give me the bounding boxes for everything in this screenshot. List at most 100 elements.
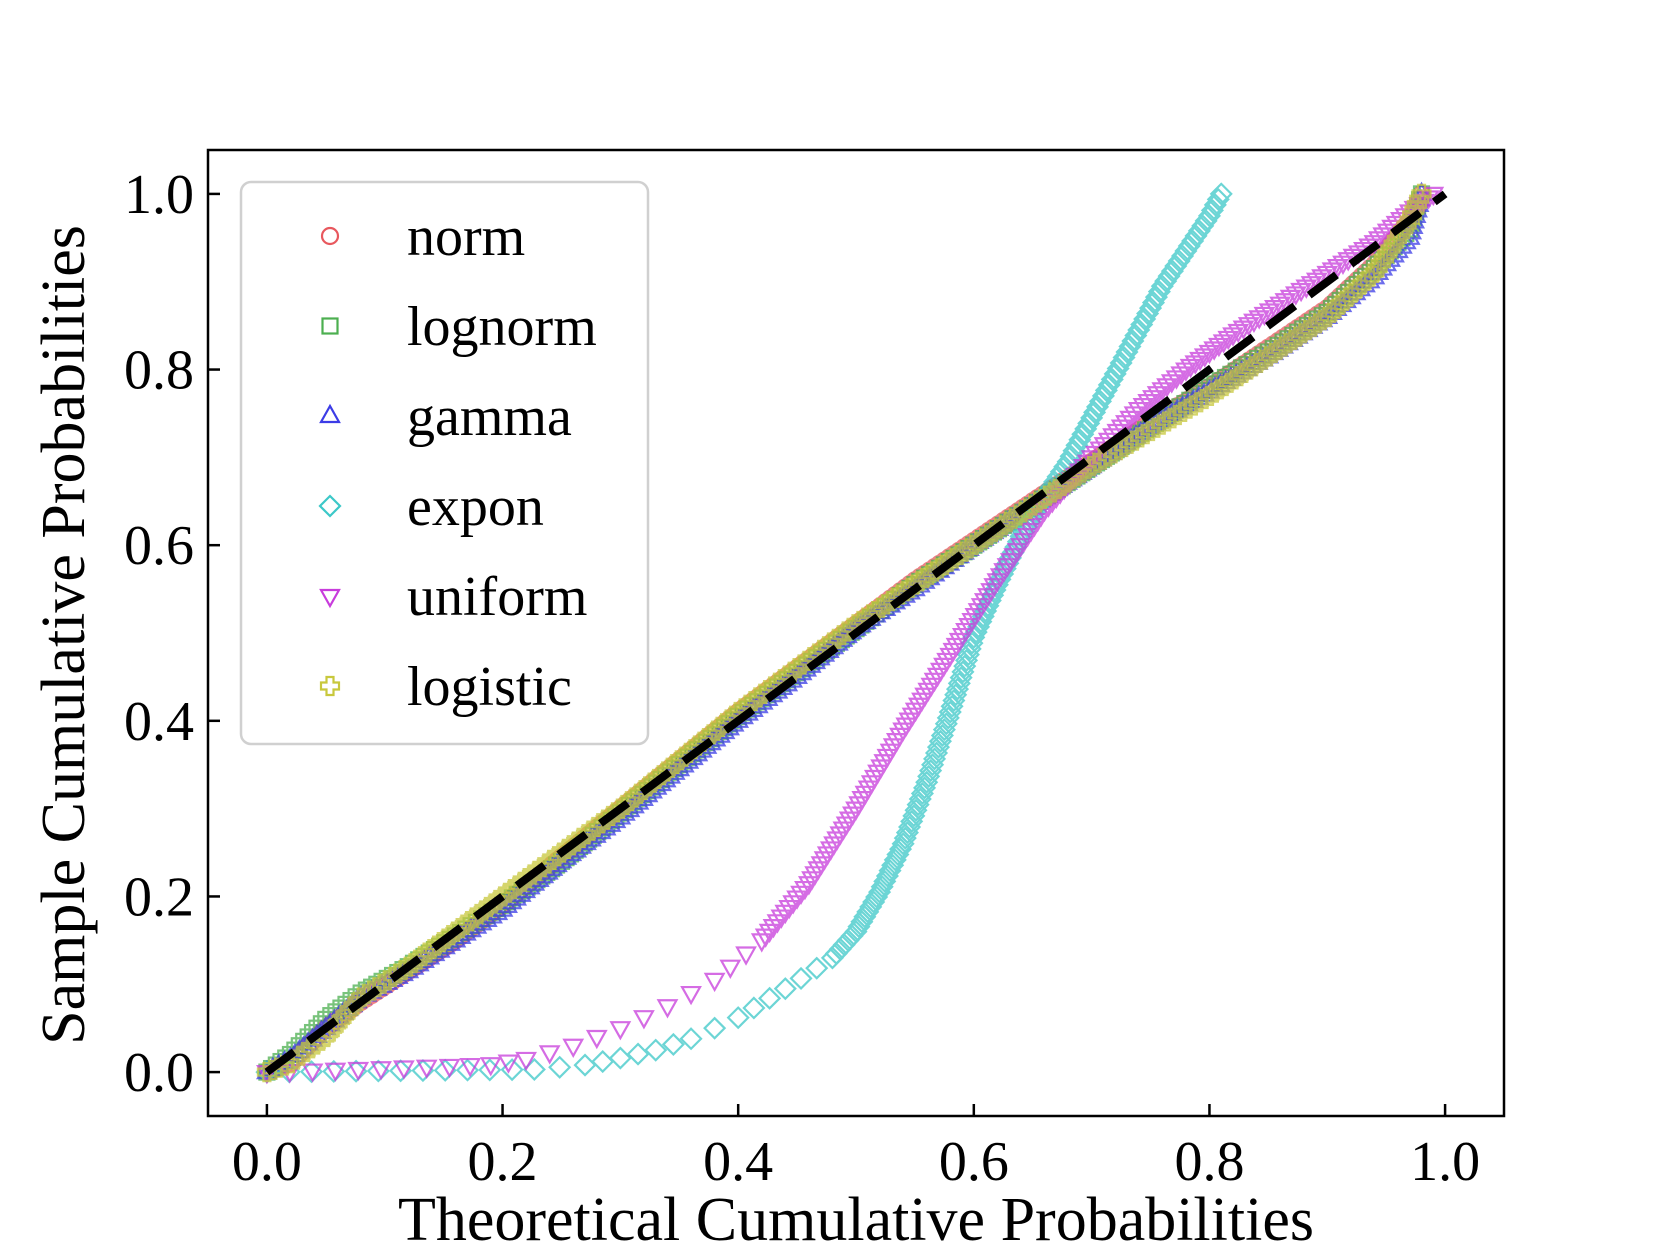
data-point [703,972,726,993]
data-point [1332,255,1354,275]
data-point [1068,428,1092,452]
data-point [1121,329,1145,353]
legend-marker-logistic [319,675,341,697]
legend-item-lognorm: lognorm [321,296,597,358]
data-point [1295,279,1318,299]
data-point [1103,362,1127,386]
data-point [758,986,782,1010]
y-tick-label: 0.4 [124,691,194,753]
data-point [735,946,757,966]
reference-diagonal-line [264,190,1448,1076]
legend-frame [239,180,650,746]
data-point [522,1057,546,1082]
data-point [1136,302,1160,326]
data-point [1253,306,1276,327]
data-point [789,966,813,990]
data-point [1124,323,1148,348]
data-point [392,1060,415,1080]
y-tick-label: 0.0 [124,1042,194,1104]
data-point [836,928,860,952]
data-point [1080,406,1104,430]
legend-label: gamma [407,386,572,448]
x-axis-ticks: 0.0 0.2 0.4 0.6 0.8 1.0 [232,1104,1480,1193]
data-point [1189,351,1211,372]
data-point [1071,422,1095,446]
data-point [1203,193,1227,217]
data-point [1144,285,1168,309]
data-point [1217,330,1240,351]
legend-marker-expon [318,494,342,518]
data-point [1184,224,1208,248]
x-tick-label: 0.8 [1174,1131,1244,1193]
data-point [1175,362,1197,382]
data-point [1160,259,1184,283]
data-point [411,1058,435,1083]
data-point [1170,366,1193,386]
legend-item-logistic: logistic [319,656,572,718]
data-point [840,924,864,948]
legend: norm lognorm gamma expon uniform logistic [239,180,650,746]
data-point [1094,378,1118,402]
data-point [415,1059,438,1079]
data-point [366,1059,390,1083]
data-point [1326,259,1349,279]
y-tick-label: 0.2 [124,866,194,928]
data-point [1269,296,1292,316]
data-point [1203,341,1226,361]
data-point [1165,370,1188,390]
data-point [1085,395,1110,419]
data-point [1274,293,1297,313]
data-point [1258,303,1281,323]
legend-label: lognorm [407,296,597,358]
data-point [1118,334,1142,359]
data-point [1133,307,1157,331]
data-point [1177,234,1201,258]
data-point [515,1051,537,1072]
data-point [322,1059,346,1083]
data-point [1083,400,1107,424]
legend-marker-gamma [319,403,341,424]
data-point [1167,249,1191,273]
data-point [1248,310,1271,330]
data-point [1290,282,1312,303]
data-point [433,1058,457,1082]
x-axis-label: Theoretical Cumulative Probabilities [398,1186,1314,1246]
y-tick-label: 0.6 [124,515,194,577]
data-point [1367,231,1390,251]
legend-item-norm: norm [320,206,525,268]
data-point [1112,345,1136,370]
x-tick-label: 0.0 [232,1131,302,1193]
x-tick-label: 0.4 [703,1131,773,1193]
data-point [1193,348,1216,368]
data-point [1184,355,1207,375]
data-point [1212,334,1235,354]
legend-marker-uniform [319,588,341,609]
data-point [1232,320,1255,340]
data-point [773,977,797,1001]
data-point [347,1061,370,1082]
data-point [438,1058,461,1079]
data-point [1170,244,1195,268]
legend-item-expon: expon [318,476,544,538]
y-axis-label: Sample Cumulative Probabilities [30,225,98,1045]
data-point [644,1038,668,1062]
data-point [1077,411,1101,435]
legend-label: logistic [407,656,572,718]
legend-marker-norm [320,226,340,246]
data-point [1115,415,1137,435]
legend-label: uniform [407,566,587,628]
data-point [1100,367,1124,391]
data-point [828,937,852,961]
legend-marker-lognorm [321,317,339,335]
data-point [1174,239,1198,263]
data-point [680,985,702,1006]
data-point [538,1045,561,1065]
data-point [562,1038,585,1058]
data-point [1115,340,1139,364]
data-point [370,1061,392,1081]
data-point [1146,386,1169,406]
data-point [1091,384,1115,408]
data-point [1141,291,1166,315]
data-point [1181,229,1205,253]
y-axis-ticks: 0.0 0.2 0.4 0.6 0.8 1.0 [124,164,220,1104]
